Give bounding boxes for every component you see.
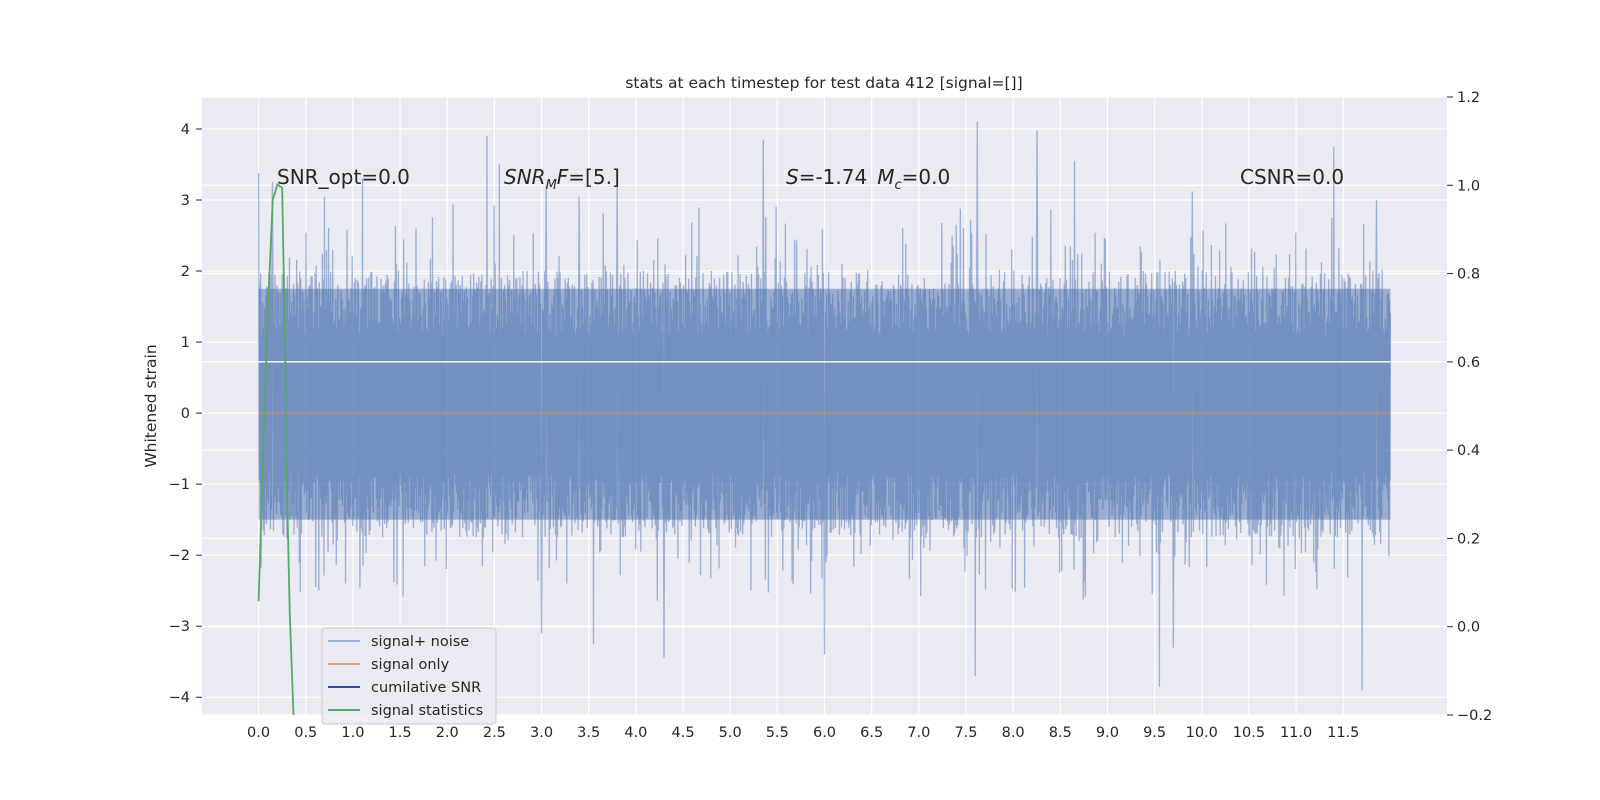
legend-entry-signal-statistics: signal statistics bbox=[328, 703, 483, 719]
x-tick-label: 6.0 bbox=[813, 725, 836, 741]
annotation-snr-mf-rest: F=[5.] bbox=[557, 165, 620, 189]
y-axis-label: Whitened strain bbox=[142, 344, 160, 467]
legend-label-signal-statistics: signal statistics bbox=[371, 703, 483, 719]
x-tick-label: 7.0 bbox=[907, 725, 930, 741]
x-tick-label: 6.5 bbox=[860, 725, 883, 741]
x-tick-label: 1.0 bbox=[341, 725, 364, 741]
y2-tick-label: 1.2 bbox=[1457, 90, 1480, 106]
x-tick-label: 0.0 bbox=[247, 725, 270, 741]
annotation-s-mc: S=-1.74 Mc=0.0 bbox=[786, 165, 950, 193]
x-tick-label: 9.5 bbox=[1143, 725, 1166, 741]
x-tick-label: 3.5 bbox=[577, 725, 600, 741]
y-tick-label: 1 bbox=[181, 335, 190, 351]
annotation-mc-label: M bbox=[877, 165, 894, 189]
annotation-s-value: =-1.74 bbox=[799, 165, 868, 189]
x-tick-label: 0.5 bbox=[294, 725, 317, 741]
x-tick-label: 8.0 bbox=[1002, 725, 1025, 741]
y-tick-label: 3 bbox=[181, 193, 190, 209]
y2-tick-label: 0.8 bbox=[1457, 267, 1480, 283]
x-tick-label: 1.5 bbox=[389, 725, 412, 741]
annotations: SNR_opt=0.0 SNRMF=[5.] S=-1.74 Mc=0.0 CSN… bbox=[277, 165, 1344, 193]
x-tick-label: 10.0 bbox=[1186, 725, 1218, 741]
x-tick-label: 4.0 bbox=[624, 725, 647, 741]
legend: signal+ noise signal only cumilative SNR… bbox=[321, 627, 497, 725]
legend-label-signal-only: signal only bbox=[371, 657, 450, 673]
y2-tick-label: 1.0 bbox=[1457, 178, 1480, 194]
annotation-csnr: CSNR=0.0 bbox=[1240, 165, 1344, 189]
legend-entry-signal-noise: signal+ noise bbox=[328, 634, 469, 650]
series-layer bbox=[257, 121, 1392, 715]
annotation-snr-opt: SNR_opt=0.0 bbox=[277, 165, 410, 189]
x-tick-label: 2.0 bbox=[436, 725, 459, 741]
x-tick-label: 11.5 bbox=[1327, 725, 1359, 741]
annotation-mc-value: =0.0 bbox=[902, 165, 951, 189]
legend-label-cumilative-snr: cumilative SNR bbox=[371, 680, 481, 696]
x-tick-label: 10.5 bbox=[1233, 725, 1265, 741]
x-tick-label: 11.0 bbox=[1280, 725, 1312, 741]
y2-tick-label: −0.2 bbox=[1457, 708, 1492, 724]
x-tick-label: 9.0 bbox=[1096, 725, 1119, 741]
y-tick-label: −2 bbox=[169, 548, 190, 564]
x-tick-label: 5.5 bbox=[766, 725, 789, 741]
x-tick-label: 8.5 bbox=[1049, 725, 1072, 741]
y2-tick-label: 0.6 bbox=[1457, 355, 1480, 371]
y-tick-label: 2 bbox=[181, 264, 190, 280]
annotation-mc-sub: c bbox=[894, 178, 901, 193]
annotation-snr-mf-value: =[5.] bbox=[568, 165, 619, 189]
axes: 0.0 0.5 1.0 1.5 2.0 2.5 3.0 3.5 4.0 4.5 5.0 5.5 6.0 6… bbox=[169, 90, 1493, 741]
y-tick-label: 0 bbox=[181, 406, 190, 422]
y-tick-label: 4 bbox=[181, 122, 190, 138]
x-tick-label: 2.5 bbox=[483, 725, 506, 741]
x-tick-label: 4.5 bbox=[671, 725, 694, 741]
legend-box bbox=[321, 627, 497, 725]
y2-tick-label: 0.2 bbox=[1457, 531, 1480, 547]
x-tick-label: 3.0 bbox=[530, 725, 553, 741]
legend-entry-cumilative-snr: cumilative SNR bbox=[328, 680, 481, 696]
legend-entry-signal-only: signal only bbox=[328, 657, 450, 673]
y-tick-label: −1 bbox=[169, 477, 190, 493]
x-tick-label: 5.0 bbox=[719, 725, 742, 741]
annotation-snr-mf-f: F bbox=[557, 165, 569, 189]
series-signal-statistics bbox=[257, 182, 295, 715]
y2-tick-label: 0.4 bbox=[1457, 443, 1480, 459]
annotation-snr-mf: SNRMF=[5.] bbox=[504, 165, 620, 193]
annotation-s-label: S bbox=[786, 165, 799, 189]
annotation-snr-mf-main: SNR bbox=[504, 165, 546, 189]
legend-label-signal-noise: signal+ noise bbox=[371, 634, 469, 650]
annotation-snr-mf-sub: M bbox=[546, 178, 557, 193]
y-tick-label: −3 bbox=[169, 619, 190, 635]
chart-title: stats at each timestep for test data 412… bbox=[625, 74, 1022, 92]
y-tick-label: −4 bbox=[169, 690, 190, 706]
x-tick-label: 7.5 bbox=[954, 725, 977, 741]
series-signal-noise bbox=[257, 121, 1392, 691]
y2-tick-label: 0.0 bbox=[1457, 620, 1480, 636]
